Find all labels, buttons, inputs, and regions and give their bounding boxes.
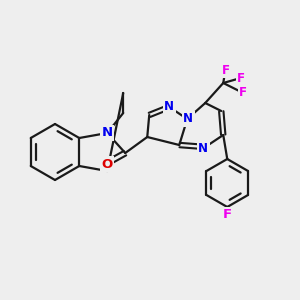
Text: F: F	[222, 64, 230, 76]
Text: N: N	[198, 142, 208, 155]
Text: F: F	[239, 85, 247, 98]
Text: O: O	[102, 158, 113, 170]
Text: N: N	[102, 127, 113, 140]
Text: N: N	[183, 112, 193, 125]
Text: F: F	[223, 208, 232, 221]
Text: F: F	[237, 73, 245, 85]
Text: N: N	[164, 100, 174, 112]
